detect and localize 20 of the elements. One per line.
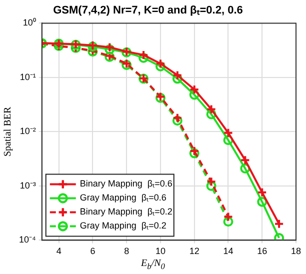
legend-label: Binary Mapping βₜ=0.6 [80,178,172,189]
x-tick-label: 18 [290,246,302,256]
legend-label: Gray Mapping βₜ=0.2 [80,220,166,231]
x-tick-label: 8 [124,246,130,256]
x-axis-title: E$_{b}$/N$_{0}$ [140,258,166,271]
y-tick-label: 10⁻⁴ [18,234,36,245]
x-tick-label: 10 [155,246,166,256]
y-tick-label: 10⁻³ [20,180,36,190]
x-tick-label: 16 [257,246,268,256]
y-tick-label: 10⁻² [20,126,36,136]
legend-label: Gray Mapping βₜ=0.6 [80,192,166,203]
y-tick-label: 10⁰ [22,18,36,28]
x-tick-label: 6 [90,246,96,256]
chart-title: GSM(7,4,2) Nr=7, K=0 and βₜ=0.2, 0.6 [53,4,243,17]
x-tick-label: 12 [189,246,200,256]
legend-label: Binary Mapping βₜ=0.2 [80,206,172,217]
x-tick-label: 14 [223,246,234,256]
x-tick-label: 4 [56,246,62,256]
y-tick-label: 10⁻¹ [20,72,36,82]
y-axis-title: Spatial BER [2,106,14,157]
